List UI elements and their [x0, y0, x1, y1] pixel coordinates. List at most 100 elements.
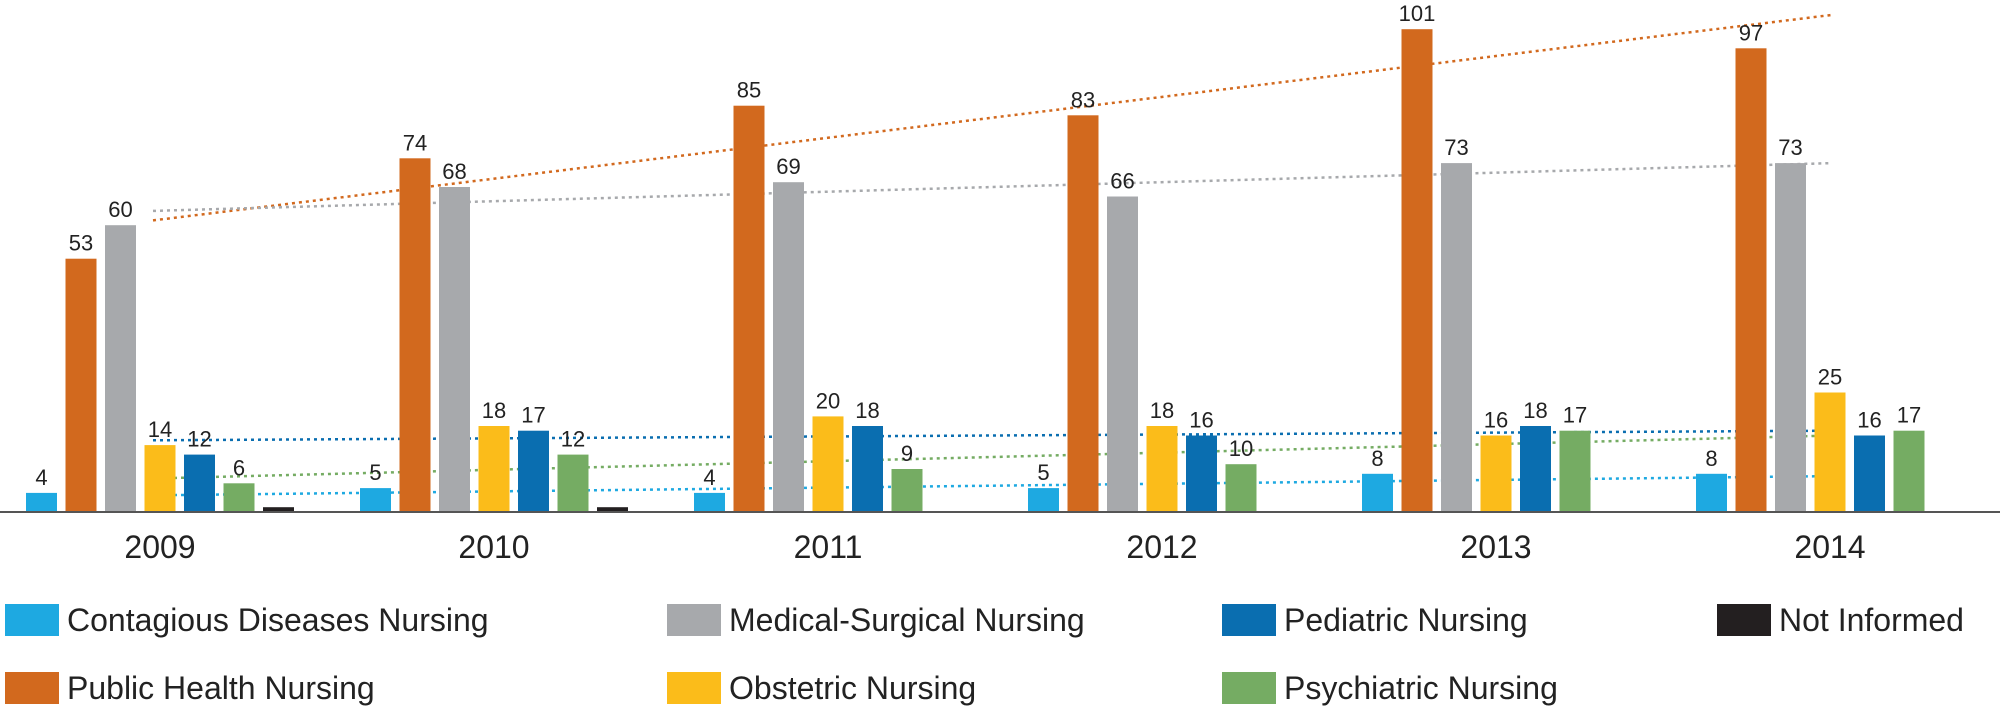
data-label-medical-surgical-nursing-2010: 68: [442, 159, 466, 184]
bar-obstetric-nursing-2012: [1146, 426, 1178, 512]
data-label-psychiatric-nursing-2011: 9: [901, 441, 913, 466]
bar-pediatric-nursing-2012: [1186, 435, 1217, 512]
legend-label-pediatric-nursing: Pediatric Nursing: [1284, 602, 1528, 638]
bar-contagious-diseases-nursing-2009: [26, 492, 57, 512]
bar-medical-surgical-nursing-2012: [1107, 196, 1138, 512]
bar-public-health-nursing-2012: [1067, 115, 1099, 513]
bar-not-informed-2009: [263, 507, 294, 512]
data-label-obstetric-nursing-2010: 18: [482, 398, 506, 423]
data-label-pediatric-nursing-2011: 18: [855, 398, 879, 423]
x-tick-label-2012: 2012: [1126, 529, 1197, 565]
data-label-pediatric-nursing-2014: 16: [1857, 408, 1881, 433]
bar-contagious-diseases-nursing-2014: [1696, 473, 1727, 512]
data-label-medical-surgical-nursing-2012: 66: [1110, 169, 1134, 194]
bar-public-health-nursing-2010: [399, 158, 431, 513]
data-label-psychiatric-nursing-2010: 12: [561, 427, 585, 452]
bar-obstetric-nursing-2009: [144, 445, 176, 512]
data-label-obstetric-nursing-2009: 14: [148, 417, 172, 442]
data-label-medical-surgical-nursing-2013: 73: [1444, 135, 1468, 160]
trendline-public-health-nursing: [152, 13, 1833, 222]
bar-psychiatric-nursing-2013: [1559, 430, 1591, 512]
data-label-obstetric-nursing-2012: 18: [1150, 398, 1174, 423]
legend-swatch-contagious-diseases-nursing: [5, 604, 59, 636]
legend-label-medical-surgical-nursing: Medical-Surgical Nursing: [729, 602, 1085, 638]
bar-medical-surgical-nursing-2011: [773, 182, 804, 512]
data-label-psychiatric-nursing-2014: 17: [1897, 403, 1921, 428]
data-label-medical-surgical-nursing-2009: 60: [108, 197, 132, 222]
legend-label-psychiatric-nursing: Psychiatric Nursing: [1284, 670, 1558, 706]
data-label-public-health-nursing-2011: 85: [737, 78, 761, 103]
data-label-obstetric-nursing-2014: 25: [1818, 365, 1842, 390]
bar-obstetric-nursing-2014: [1814, 392, 1846, 512]
data-label-public-health-nursing-2009: 53: [69, 231, 93, 256]
bar-medical-surgical-nursing-2013: [1441, 163, 1472, 512]
bar-pediatric-nursing-2011: [852, 426, 883, 512]
bar-pediatric-nursing-2010: [518, 430, 549, 512]
legend-label-public-health-nursing: Public Health Nursing: [67, 670, 375, 706]
data-label-medical-surgical-nursing-2011: 69: [776, 154, 800, 179]
bar-medical-surgical-nursing-2014: [1775, 163, 1806, 512]
legend-swatch-not-informed: [1717, 604, 1771, 636]
data-label-public-health-nursing-2010: 74: [403, 130, 427, 155]
data-labels: 4 53 60 14 12 6 5 74 68 18 17 12 4 85 69 20 18 9 5 83 66 18 16…: [35, 1, 1921, 490]
data-label-obstetric-nursing-2013: 16: [1484, 408, 1508, 433]
bar-psychiatric-nursing-2011: [891, 469, 923, 512]
legend-swatch-medical-surgical-nursing: [667, 604, 721, 636]
x-tick-label-2009: 2009: [124, 529, 195, 565]
legend-label-obstetric-nursing: Obstetric Nursing: [729, 670, 976, 706]
data-label-contagious-diseases-nursing-2011: 4: [703, 465, 715, 490]
bar-contagious-diseases-nursing-2012: [1028, 488, 1059, 512]
x-tick-label-2013: 2013: [1460, 529, 1531, 565]
legend-label-not-informed: Not Informed: [1779, 602, 1964, 638]
bar-medical-surgical-nursing-2010: [439, 187, 470, 512]
legend-label-contagious-diseases-nursing: Contagious Diseases Nursing: [67, 602, 489, 638]
data-label-contagious-diseases-nursing-2010: 5: [369, 460, 381, 485]
data-label-psychiatric-nursing-2009: 6: [233, 455, 245, 480]
x-tick-label-2010: 2010: [458, 529, 529, 565]
legend-swatch-obstetric-nursing: [667, 672, 721, 704]
data-label-psychiatric-nursing-2012: 10: [1229, 436, 1253, 461]
legend-swatch-pediatric-nursing: [1222, 604, 1276, 636]
x-tick-labels: 2009 2010 2011 2012 2013 2014: [124, 529, 1865, 565]
data-label-pediatric-nursing-2010: 17: [521, 403, 545, 428]
data-label-public-health-nursing-2014: 97: [1739, 20, 1763, 45]
bar-psychiatric-nursing-2012: [1225, 464, 1257, 512]
bar-pediatric-nursing-2013: [1520, 426, 1551, 512]
bar-psychiatric-nursing-2009: [223, 483, 255, 512]
bar-psychiatric-nursing-2010: [557, 454, 589, 512]
data-label-psychiatric-nursing-2013: 17: [1563, 403, 1587, 428]
bar-public-health-nursing-2011: [733, 105, 765, 512]
data-label-public-health-nursing-2012: 83: [1071, 87, 1095, 112]
data-label-contagious-diseases-nursing-2009: 4: [35, 465, 47, 490]
x-tick-label-2014: 2014: [1794, 529, 1865, 565]
bar-obstetric-nursing-2011: [812, 416, 844, 512]
legend: Contagious Diseases Nursing Medical-Surgi…: [5, 602, 1964, 706]
data-label-pediatric-nursing-2012: 16: [1189, 408, 1213, 433]
bar-not-informed-2010: [597, 507, 628, 512]
bar-obstetric-nursing-2010: [478, 426, 510, 512]
bar-contagious-diseases-nursing-2010: [360, 488, 391, 512]
data-label-contagious-diseases-nursing-2014: 8: [1705, 446, 1717, 471]
bars: [26, 29, 1925, 513]
data-label-medical-surgical-nursing-2014: 73: [1778, 135, 1802, 160]
bar-contagious-diseases-nursing-2011: [694, 492, 725, 512]
data-label-public-health-nursing-2013: 101: [1399, 1, 1436, 26]
bar-pediatric-nursing-2014: [1854, 435, 1885, 512]
data-label-obstetric-nursing-2011: 20: [816, 388, 840, 413]
bar-contagious-diseases-nursing-2013: [1362, 473, 1393, 512]
data-label-contagious-diseases-nursing-2012: 5: [1037, 460, 1049, 485]
data-label-pediatric-nursing-2013: 18: [1523, 398, 1547, 423]
bar-public-health-nursing-2013: [1401, 29, 1433, 512]
bar-medical-surgical-nursing-2009: [105, 225, 136, 512]
bar-pediatric-nursing-2009: [184, 454, 215, 512]
bar-psychiatric-nursing-2014: [1893, 430, 1925, 512]
legend-swatch-public-health-nursing: [5, 672, 59, 704]
bar-obstetric-nursing-2013: [1480, 435, 1512, 512]
data-label-pediatric-nursing-2009: 12: [187, 427, 211, 452]
bar-public-health-nursing-2009: [65, 258, 97, 512]
bar-public-health-nursing-2014: [1735, 48, 1767, 513]
data-label-contagious-diseases-nursing-2013: 8: [1371, 446, 1383, 471]
legend-swatch-psychiatric-nursing: [1222, 672, 1276, 704]
trendlines: [152, 13, 1833, 497]
